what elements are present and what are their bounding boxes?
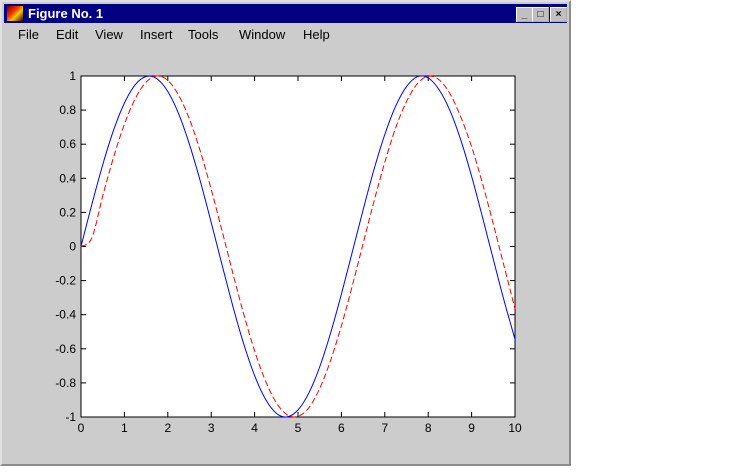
- menu-view[interactable]: View: [95, 27, 123, 42]
- menu-bar: File Edit View Insert Tools Window Help: [4, 24, 567, 44]
- menu-window[interactable]: Window: [239, 27, 286, 42]
- y-tick-label: -1: [65, 410, 76, 424]
- window-title: Figure No. 1: [28, 6, 104, 21]
- y-tick-label: 0.8: [59, 103, 76, 117]
- x-tick-label: 1: [121, 421, 128, 435]
- x-tick-label: 0: [78, 421, 85, 435]
- y-tick-label: 0: [69, 240, 76, 254]
- x-tick-label: 2: [164, 421, 171, 435]
- minimize-button[interactable]: _: [516, 7, 533, 22]
- y-tick-label: 0.6: [59, 137, 76, 151]
- x-tick-label: 7: [381, 421, 388, 435]
- x-tick-label: 6: [338, 421, 345, 435]
- menu-file[interactable]: File: [18, 27, 39, 42]
- y-tick-label: 0.2: [59, 205, 76, 219]
- y-tick-label: 0.4: [59, 171, 76, 185]
- x-tick-label: 5: [295, 421, 302, 435]
- y-tick-label: -0.6: [55, 342, 76, 356]
- x-tick-label: 9: [468, 421, 475, 435]
- x-tick-label: 8: [425, 421, 432, 435]
- menu-edit[interactable]: Edit: [56, 27, 79, 42]
- series-line-1: [80, 75, 516, 418]
- y-tick-label: 1: [69, 69, 76, 83]
- close-button[interactable]: ×: [550, 7, 567, 22]
- menu-insert[interactable]: Insert: [140, 27, 173, 42]
- y-tick-label: -0.4: [55, 308, 76, 322]
- y-tick-label: -0.8: [55, 376, 76, 390]
- axes-box: [80, 75, 516, 418]
- menu-tools[interactable]: Tools: [188, 27, 219, 42]
- menu-help[interactable]: Help: [303, 27, 330, 42]
- title-bar[interactable]: Figure No. 1 _ □ ×: [4, 4, 567, 23]
- matlab-logo-icon: [7, 6, 23, 21]
- y-tick-label: -0.2: [55, 274, 76, 288]
- maximize-button[interactable]: □: [532, 7, 549, 22]
- x-tick-label: 4: [251, 421, 258, 435]
- x-tick-label: 3: [208, 421, 215, 435]
- x-tick-label: 10: [508, 421, 522, 435]
